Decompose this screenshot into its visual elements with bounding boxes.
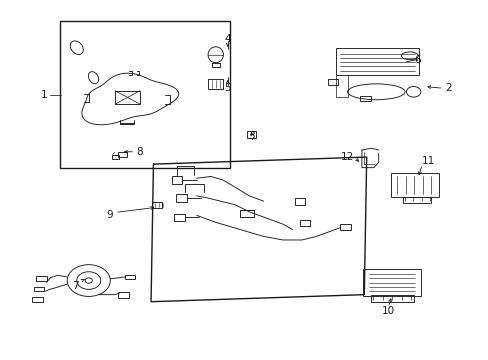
Bar <box>152 202 161 208</box>
Bar <box>402 197 430 203</box>
Bar <box>176 194 186 202</box>
Bar <box>390 173 438 197</box>
Bar <box>246 131 256 138</box>
Text: 2: 2 <box>444 83 450 93</box>
Bar <box>340 224 350 230</box>
Text: 7: 7 <box>72 281 79 291</box>
Bar <box>328 80 337 85</box>
Text: 1: 1 <box>41 90 47 100</box>
Bar <box>299 220 309 226</box>
Bar <box>335 48 419 75</box>
Text: 8: 8 <box>137 147 143 157</box>
Bar <box>118 292 129 298</box>
Bar <box>239 210 254 217</box>
Text: 10: 10 <box>381 306 394 315</box>
Text: 4: 4 <box>224 34 230 44</box>
Text: 12: 12 <box>340 152 353 162</box>
Text: 3: 3 <box>248 131 254 141</box>
Bar <box>124 275 135 279</box>
Bar <box>34 287 44 291</box>
Bar <box>359 96 371 100</box>
Bar <box>208 79 223 89</box>
Bar <box>36 276 46 280</box>
Bar <box>370 295 413 302</box>
Bar <box>32 297 42 302</box>
Bar <box>112 155 119 159</box>
Bar <box>174 213 184 221</box>
Bar <box>60 21 230 168</box>
Text: 6: 6 <box>414 55 421 65</box>
Text: 5: 5 <box>224 83 230 93</box>
Text: 9: 9 <box>106 210 112 220</box>
Text: 11: 11 <box>421 156 434 166</box>
Bar <box>118 152 127 157</box>
Bar <box>171 176 182 184</box>
Bar <box>363 269 420 296</box>
Bar <box>294 198 305 205</box>
Bar <box>115 91 140 104</box>
